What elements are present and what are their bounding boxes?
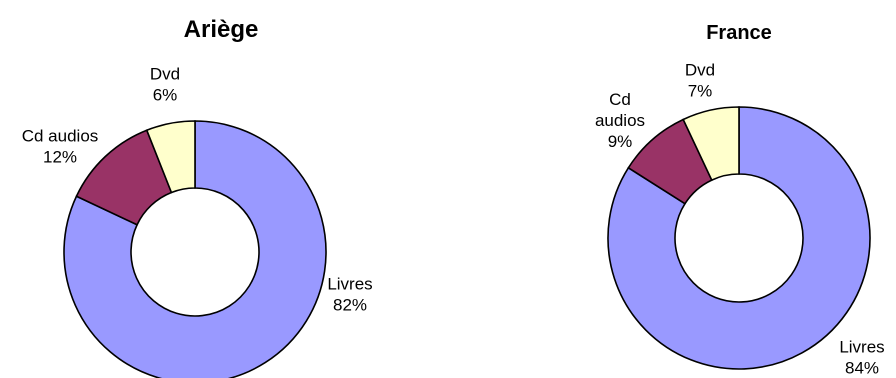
chart-ariege: Ariège Livres 82% Cd audios 12% Dvd 6% <box>22 16 373 378</box>
data-label-livres: Livres 82% <box>327 275 372 315</box>
slice-livres <box>63 120 327 378</box>
chart-france: France Livres 84% Cd audios 9% Dvd 7% <box>595 22 885 378</box>
chart-title-france: France <box>706 22 772 44</box>
data-label-livres: Livres 84% <box>839 338 884 378</box>
slice-livres <box>607 106 871 370</box>
chart-title-ariege: Ariège <box>184 16 259 43</box>
data-label-cd-audios: Cd audios 9% <box>595 90 645 151</box>
data-label-cd-audios: Cd audios 12% <box>22 127 99 167</box>
slice-dvd <box>682 106 740 182</box>
slice-dvd <box>145 120 196 194</box>
data-label-dvd: Dvd 7% <box>685 61 715 101</box>
data-label-dvd: Dvd 6% <box>150 65 180 105</box>
